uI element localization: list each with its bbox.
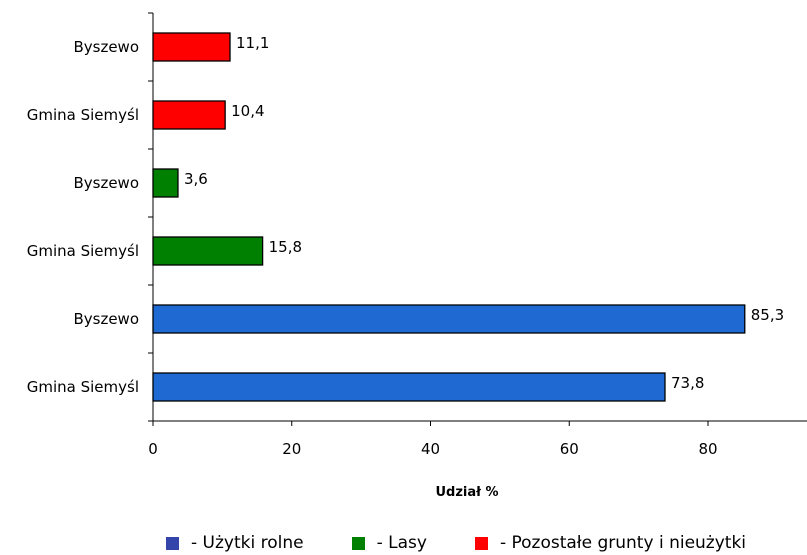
legend-label: - Pozostałe grunty i nieużytki xyxy=(499,533,747,553)
legend-swatch-blue xyxy=(166,536,179,550)
data-label: 10,4 xyxy=(231,102,264,120)
legend-label: - Użytki rolne xyxy=(191,533,304,553)
axes-group xyxy=(148,12,807,426)
data-label: 11,1 xyxy=(236,34,269,52)
bar xyxy=(152,100,226,130)
x-tick-label: 40 xyxy=(421,440,440,458)
bar xyxy=(152,236,264,266)
category-label: Gmina Siemyśl xyxy=(27,106,139,124)
bar xyxy=(152,304,746,334)
x-tick-label: 60 xyxy=(560,440,579,458)
category-label: Byszewo xyxy=(73,174,139,192)
legend-item-lasy: - Lasy xyxy=(351,533,427,553)
x-tick-labels: 0 20 40 60 80 xyxy=(148,440,717,458)
x-tick-label: 80 xyxy=(698,440,717,458)
data-labels: 11,1 10,4 3,6 15,8 85,3 73,8 xyxy=(184,34,784,392)
category-label: Byszewo xyxy=(73,38,139,56)
legend-swatch-green xyxy=(351,536,365,550)
data-label: 85,3 xyxy=(751,306,784,324)
category-labels: Byszewo Gmina Siemyśl Byszewo Gmina Siemyśl… xyxy=(27,38,139,396)
bar xyxy=(152,168,179,198)
data-label: 73,8 xyxy=(671,374,704,392)
legend-item-uzytki-rolne: - Użytki rolne xyxy=(166,533,304,553)
legend-label: - Lasy xyxy=(376,533,427,553)
legend: - Użytki rolne - Lasy - Pozostałe grunty… xyxy=(166,533,746,553)
data-label: 3,6 xyxy=(184,170,208,188)
legend-swatch-red xyxy=(474,536,488,550)
x-tick-label: 20 xyxy=(282,440,301,458)
category-label: Byszewo xyxy=(73,310,139,328)
category-label: Gmina Siemyśl xyxy=(27,378,139,396)
bar xyxy=(152,372,666,402)
bars-group xyxy=(152,32,746,402)
x-tick-label: 0 xyxy=(148,440,158,458)
category-label: Gmina Siemyśl xyxy=(27,242,139,260)
data-label: 15,8 xyxy=(269,238,302,256)
legend-item-pozostale: - Pozostałe grunty i nieużytki xyxy=(474,533,747,553)
x-axis-title: Udział % xyxy=(435,485,498,500)
bar xyxy=(152,32,231,62)
